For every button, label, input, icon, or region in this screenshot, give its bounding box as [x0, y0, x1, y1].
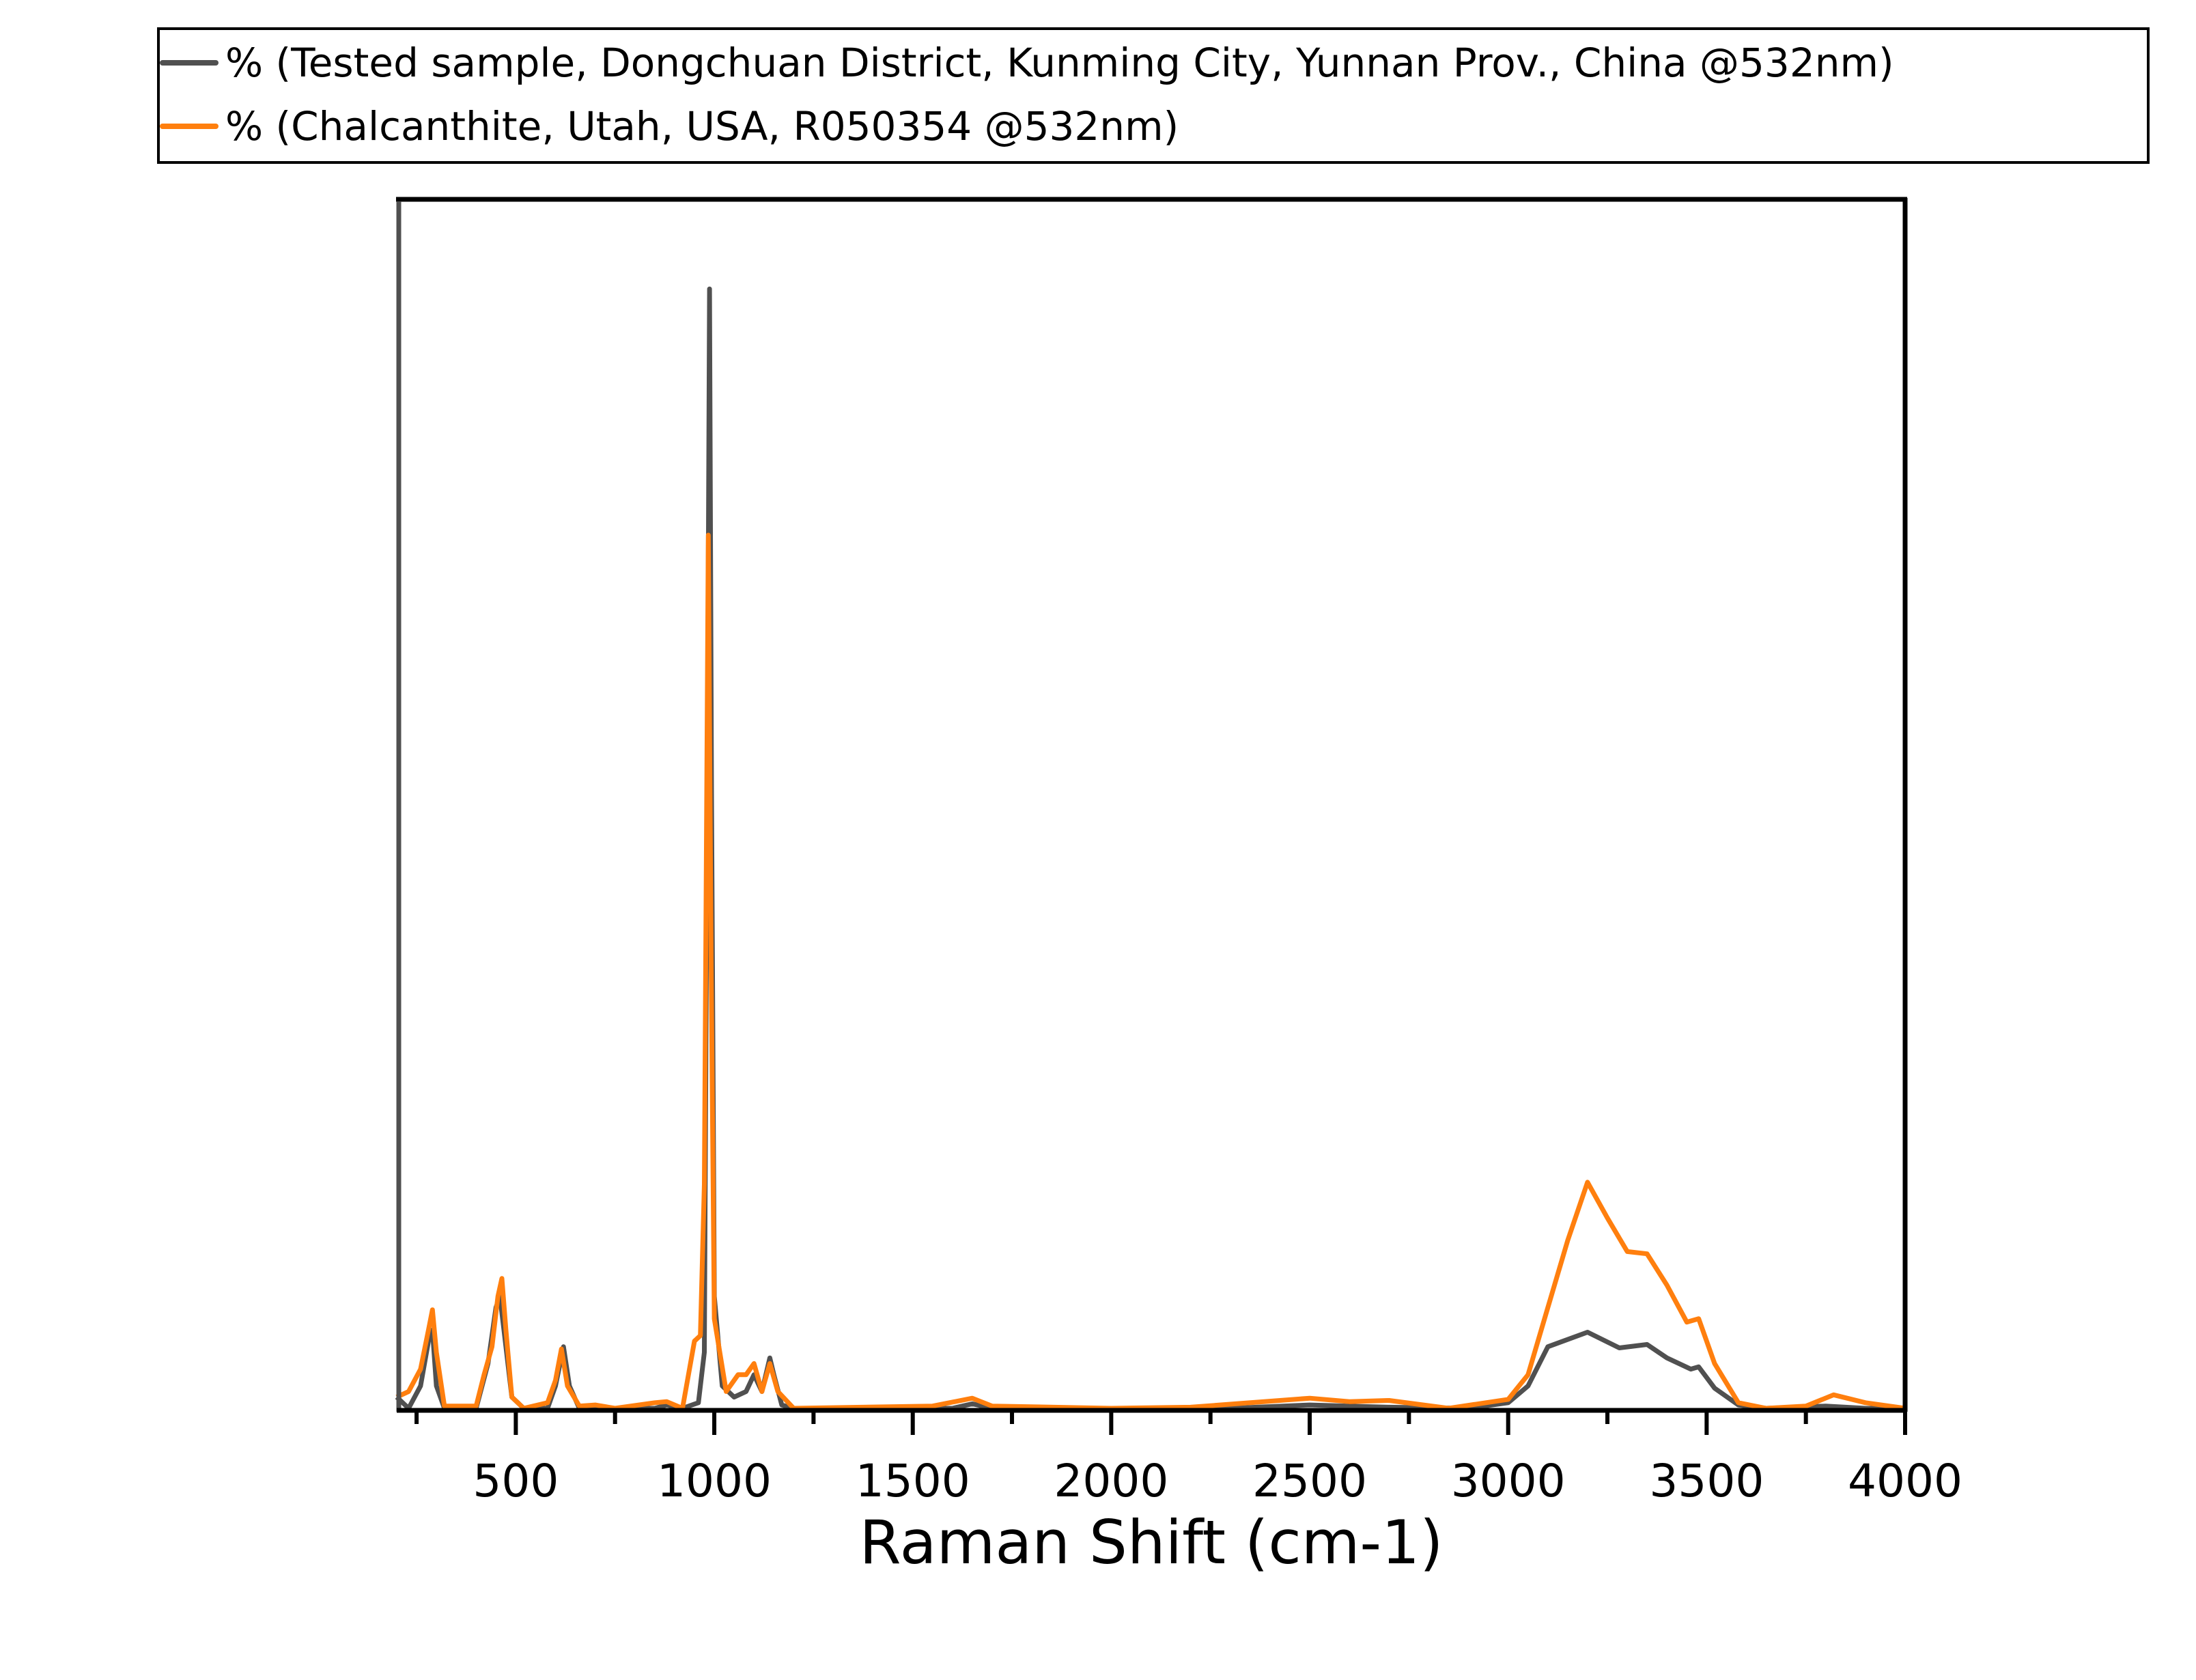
x-tick-label: 3000 — [1451, 1455, 1566, 1507]
x-tick-label: 500 — [473, 1455, 559, 1507]
legend: % (Tested sample, Dongchuan District, Ku… — [157, 27, 2150, 164]
plot-area: 500 1000 1500 2000 2500 3000 3500 4000 — [395, 197, 1962, 1507]
x-tick-label: 1500 — [856, 1455, 970, 1507]
legend-label-chalcanthite: % (Chalcanthite, Utah, USA, R050354 @532… — [225, 103, 1179, 150]
x-tick-label: 2000 — [1054, 1455, 1168, 1507]
series-tested-sample-line — [395, 286, 1905, 1411]
x-tick-label: 2500 — [1252, 1455, 1367, 1507]
x-tick-label: 3500 — [1649, 1455, 1764, 1507]
x-axis-ticks: 500 1000 1500 2000 2500 3000 3500 4000 — [414, 1410, 1962, 1507]
series-layer — [395, 286, 1906, 1411]
legend-frame — [157, 27, 2150, 164]
x-tick-label: 4000 — [1848, 1455, 1962, 1507]
legend-label-tested-sample: % (Tested sample, Dongchuan District, Ku… — [225, 40, 1894, 86]
x-axis-title: Raman Shift (cm-1) — [859, 1507, 1443, 1578]
series-chalcanthite-line — [395, 532, 1906, 1411]
x-tick-label: 1000 — [657, 1455, 772, 1507]
